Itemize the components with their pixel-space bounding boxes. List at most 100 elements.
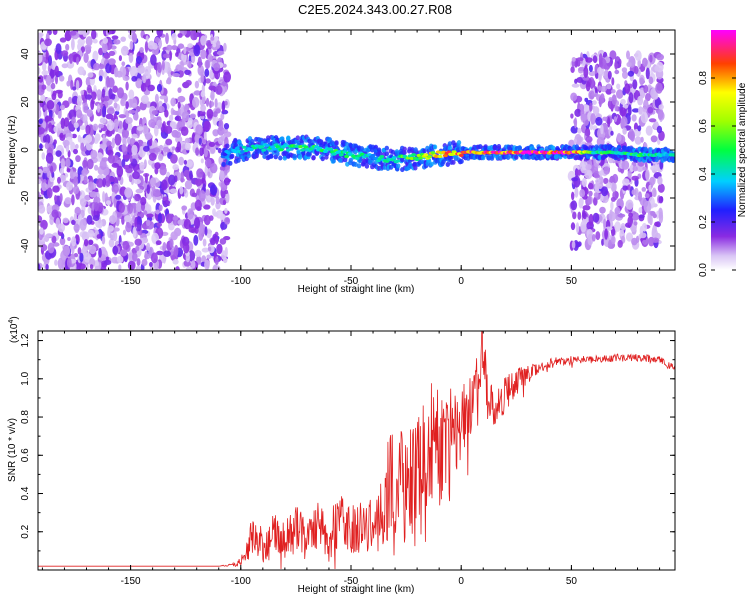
ridge-point: [356, 154, 362, 158]
heatmap-cell: [622, 127, 627, 135]
spectrogram-y-tick-label: -20: [20, 190, 31, 205]
heatmap-cell: [197, 110, 201, 118]
ridge-halo: [348, 157, 353, 163]
colorbar-tick-label: 0.8: [698, 71, 709, 85]
heatmap-cell: [161, 59, 165, 71]
heatmap-cell: [170, 97, 176, 107]
heatmap-cell: [124, 187, 132, 198]
heatmap-cell: [77, 38, 81, 50]
heatmap-cell: [626, 50, 630, 60]
heatmap-cell: [614, 60, 618, 70]
heatmap-cell: [140, 82, 147, 92]
heatmap-cell: [650, 211, 656, 217]
ridge-halo: [384, 145, 389, 151]
ridge-halo: [451, 159, 456, 165]
heatmap-cell: [222, 199, 227, 205]
heatmap-cell: [570, 66, 575, 73]
heatmap-cell: [210, 196, 215, 206]
heatmap-cell: [581, 177, 587, 188]
ridge-halo: [250, 139, 255, 144]
heatmap-cell: [206, 108, 214, 119]
heatmap-cell: [631, 212, 640, 221]
heatmap-cell: [38, 168, 43, 178]
heatmap-cell: [155, 240, 162, 246]
heatmap-cell: [218, 119, 224, 131]
heatmap-cell: [111, 137, 115, 149]
ridge-point: [344, 154, 350, 159]
heatmap-cell: [588, 190, 593, 197]
heatmap-cell: [181, 117, 186, 127]
ridge-point: [314, 145, 320, 149]
heatmap-cell: [612, 173, 619, 184]
heatmap-cell: [577, 127, 582, 134]
heatmap-cell: [576, 59, 581, 67]
heatmap-cell: [86, 109, 94, 117]
heatmap-cell: [113, 113, 117, 120]
spectrogram-x-tick-label: -100: [231, 276, 251, 287]
heatmap-cell: [85, 36, 93, 47]
heatmap-cell: [111, 35, 119, 40]
snr-y-tick-label: 0.6: [20, 448, 31, 462]
heatmap-cell: [45, 74, 52, 86]
heatmap-cell: [611, 77, 615, 86]
heatmap-cell: [57, 223, 66, 233]
ridge-halo: [396, 163, 401, 169]
heatmap-cell: [172, 259, 179, 265]
heatmap-cell: [83, 52, 89, 64]
ridge-point: [430, 151, 436, 155]
heatmap-cell: [116, 70, 123, 78]
heatmap-cell: [79, 218, 87, 231]
heatmap-cell: [149, 262, 153, 267]
heatmap-cell: [205, 189, 210, 196]
heatmap-cell: [120, 98, 126, 107]
spectrogram-x-tick-label: 0: [458, 276, 464, 287]
heatmap-cell: [132, 171, 140, 180]
ridge-point: [300, 148, 305, 152]
heatmap-cell: [212, 208, 216, 216]
heatmap-cell: [195, 147, 200, 156]
heatmap-cell: [584, 129, 591, 137]
heatmap-cell: [59, 132, 64, 139]
heatmap-cell: [113, 39, 121, 45]
heatmap-cell: [121, 215, 125, 225]
heatmap-cell: [620, 98, 626, 105]
ridge-point: [264, 143, 270, 147]
heatmap-cell: [117, 127, 123, 134]
heatmap-cell: [657, 176, 663, 186]
heatmap-cell: [632, 166, 638, 172]
heatmap-cell: [150, 252, 158, 264]
heatmap-cell: [215, 195, 220, 205]
heatmap-cell: [624, 83, 631, 94]
heatmap-cell: [144, 250, 148, 260]
heatmap-cell: [93, 62, 101, 71]
heatmap-cell: [584, 169, 593, 180]
heatmap-cell: [132, 226, 137, 238]
heatmap-cell: [51, 209, 59, 218]
heatmap-cell: [135, 56, 143, 64]
heatmap-cell: [207, 171, 211, 177]
heatmap-cell: [79, 252, 84, 263]
heatmap-cell: [588, 64, 593, 73]
heatmap-cell: [649, 54, 653, 63]
heatmap-cell: [158, 105, 165, 113]
heatmap-cell: [193, 44, 201, 57]
heatmap-cell: [39, 227, 44, 235]
heatmap-cell: [208, 141, 216, 147]
ridge-halo: [318, 139, 324, 145]
heatmap-cell: [658, 196, 664, 204]
heatmap-cell: [215, 210, 224, 219]
heatmap-cell: [125, 81, 129, 91]
heatmap-cell: [610, 201, 614, 211]
heatmap-cell: [571, 83, 580, 88]
ridge-point: [234, 146, 240, 150]
heatmap-cell: [656, 210, 659, 219]
heatmap-cell: [619, 229, 625, 237]
ridge-halo: [311, 155, 316, 161]
heatmap-cell: [128, 52, 134, 64]
heatmap-cell: [165, 32, 169, 45]
spectrogram-panel: -150 -100 -50 0 50 -40 -20 0 20 40 Height of str…: [7, 29, 676, 295]
heatmap-cell: [129, 40, 134, 51]
heatmap-cell: [595, 231, 601, 241]
heatmap-cell: [643, 99, 649, 110]
heatmap-cell: [582, 205, 591, 211]
